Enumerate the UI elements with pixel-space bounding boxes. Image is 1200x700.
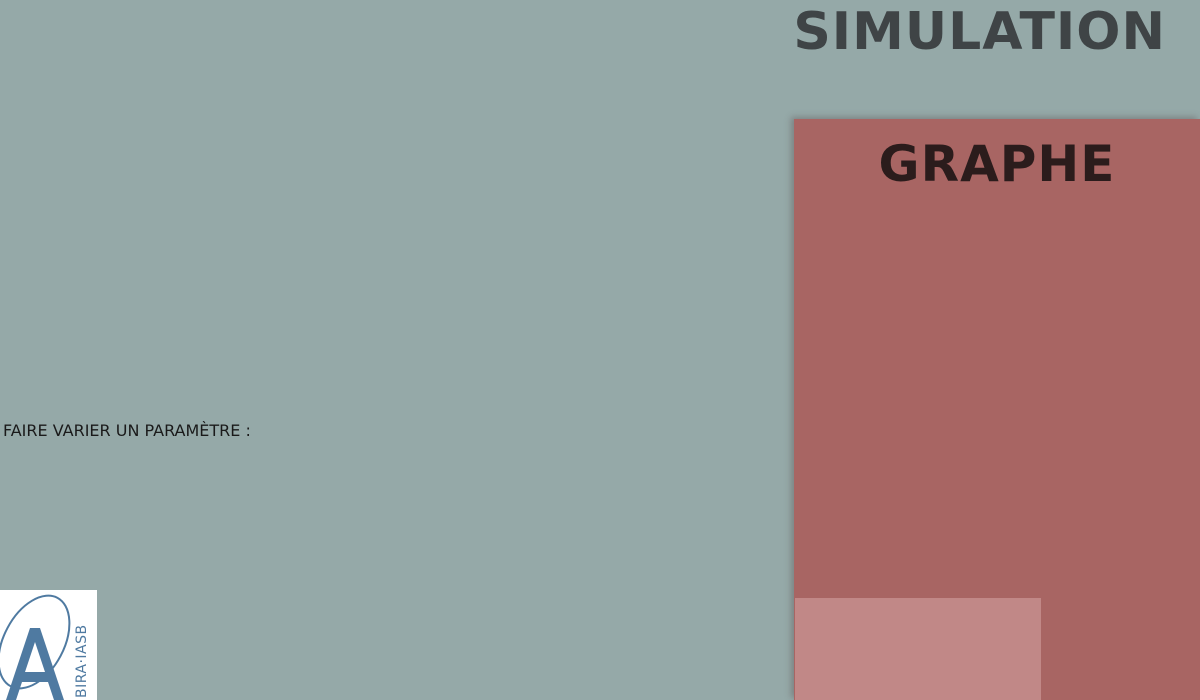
graph-title: Graphe	[878, 135, 1116, 193]
logo-text: BIRA·IASB	[74, 624, 90, 698]
graph-area[interactable]	[795, 598, 1041, 700]
vary-parameter-label: Faire varier un paramètre :	[3, 421, 251, 440]
bira-iasb-logo: BIRA·IASB	[0, 590, 97, 700]
logo-graphic: BIRA·IASB	[0, 594, 90, 700]
graph-panel: Graphe	[794, 119, 1200, 700]
page-title: Simulation	[793, 2, 1166, 62]
